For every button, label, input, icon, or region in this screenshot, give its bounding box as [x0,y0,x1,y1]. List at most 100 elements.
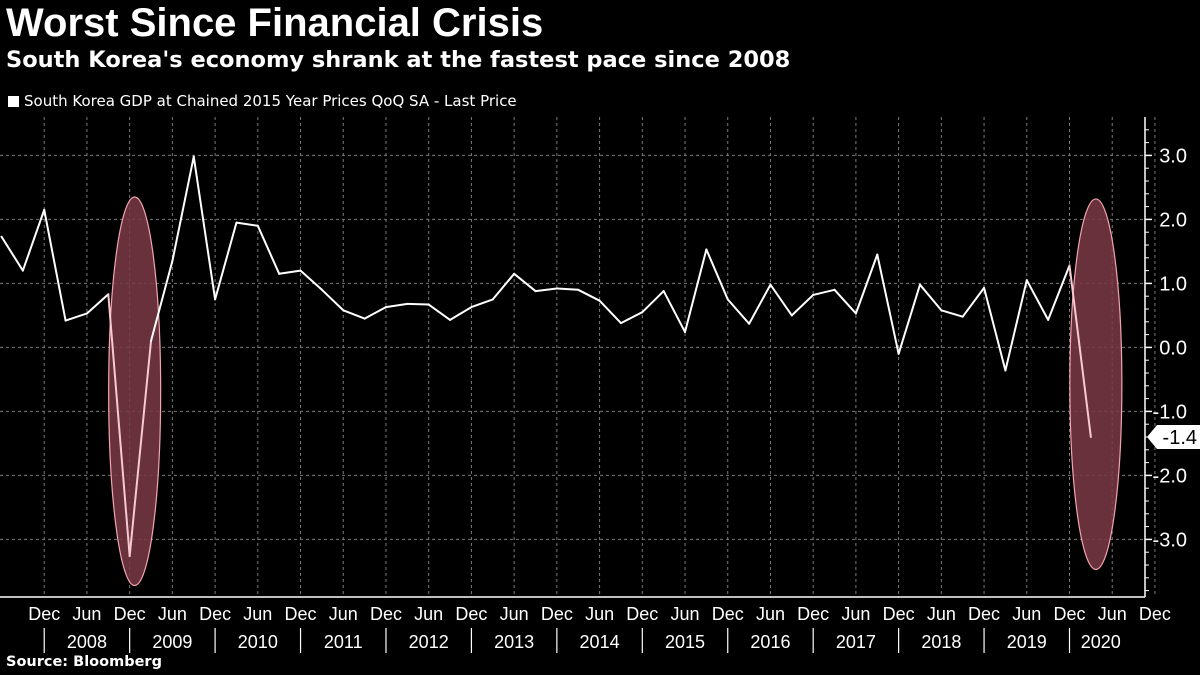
series-segment [107,293,131,558]
x-tick-label: Dec [285,604,317,624]
year-label: 2017 [836,632,876,652]
series-segment [854,253,879,315]
highlight-ellipse [108,196,162,587]
year-label: 2016 [750,632,790,652]
series-segment [256,224,281,275]
series-segment [918,283,943,312]
y-tick-label: 0.0 [1159,337,1187,359]
x-tick-label: Dec [199,604,231,624]
series-segment [961,286,986,318]
series-segment [384,302,409,309]
y-tick-label: -1.0 [1153,401,1187,423]
series-segment [64,312,88,322]
series-segment [983,286,1007,372]
series-segment [21,208,46,272]
series-segment [726,298,751,325]
x-tick-label: Dec [541,604,573,624]
series-segment [171,155,195,262]
y-tick-label: 3.0 [1159,145,1187,167]
year-label: 2020 [1081,632,1121,652]
series-segment [876,253,900,355]
x-tick-label: Dec [968,604,1000,624]
axes: 3.0 2.0 1.0 0.0 -1.0 -2.0 -3.0 -1.4 Dec Jun Dec Jun… [0,117,1200,653]
series-segment [641,290,665,314]
series-segment [534,287,558,293]
year-label: 2010 [238,632,278,652]
series-segment [0,235,24,272]
series-segment [150,260,174,342]
x-tick-label: Jun [1098,604,1127,624]
series-segment [769,283,793,317]
x-tick-label: Dec [28,604,60,624]
y-tick-label: -3.0 [1153,529,1187,551]
series-segment [491,272,516,301]
y-tick-label: 1.0 [1159,273,1187,295]
series-segment [128,340,153,558]
series-segment [897,283,921,355]
chart-subtitle: South Korea's economy shrank at the fast… [6,47,791,73]
legend: South Korea GDP at Chained 2015 Year Pri… [8,90,517,112]
x-tick-label: Jun [414,604,443,624]
series-segment [449,306,473,321]
series-segment [214,221,238,301]
year-label: 2014 [580,632,620,652]
x-tick-label: Dec [1053,604,1085,624]
x-tick-label: Jun [927,604,956,624]
series-segment [278,269,302,275]
x-tick-label: Dec [883,604,915,624]
series-segment [235,221,259,227]
series-segment [812,288,836,296]
series-segment [406,302,430,306]
series-segment [555,287,580,291]
y-tick-label: -2.0 [1153,465,1187,487]
year-label: 2011 [324,632,363,652]
series-segment [513,272,537,293]
legend-label: South Korea GDP at Chained 2015 Year Pri… [24,92,517,110]
series-segment [619,311,644,325]
year-label: 2013 [494,632,534,652]
series-segment [577,288,601,302]
series-segment [85,293,110,315]
last-value-tag: -1.4 [1147,425,1200,449]
x-tick-label: Dec [114,604,146,624]
last-value-box [1147,425,1200,449]
x-tick-label: Dec [712,604,744,624]
series-segment [1047,264,1071,321]
source-note: Source: Bloomberg [6,654,162,670]
x-tick-label: Jun [756,604,785,624]
series-segment [833,288,857,315]
y-tick-label: 2.0 [1159,209,1187,231]
series-segment [342,309,366,320]
legend-swatch [8,95,19,107]
x-tick-label: Dec [370,604,402,624]
x-tick-label: Jun [329,604,358,624]
x-tick-label: Dec [455,604,487,624]
year-label: 2008 [67,632,107,652]
series-segment [470,298,494,309]
year-label: 2012 [409,632,449,652]
x-tick-label: Jun [500,604,529,624]
highlight-ellipse [1069,198,1123,571]
x-tick-label: Jun [1012,604,1041,624]
series-segment [790,293,815,317]
x-tick-label: Dec [626,604,658,624]
series-segment [363,306,387,320]
x-tick-label: Dec [797,604,829,624]
series-segment [43,208,67,322]
highlights [108,196,1123,587]
series-segment [427,303,452,321]
x-tick-label: Jun [841,604,870,624]
year-label: 2019 [1007,632,1047,652]
series-segment [1025,279,1050,321]
series-segment [1068,264,1092,438]
year-label: 2018 [921,632,961,652]
year-label: 2009 [152,632,192,652]
series-segment [598,299,622,325]
series-segment [684,248,708,334]
series-segment [705,248,729,301]
x-tick-label: Jun [158,604,187,624]
x-tick-label: Jun [585,604,614,624]
series-segment [299,269,323,291]
series-segment [1004,279,1028,372]
x-tick-label: Jun [671,604,700,624]
